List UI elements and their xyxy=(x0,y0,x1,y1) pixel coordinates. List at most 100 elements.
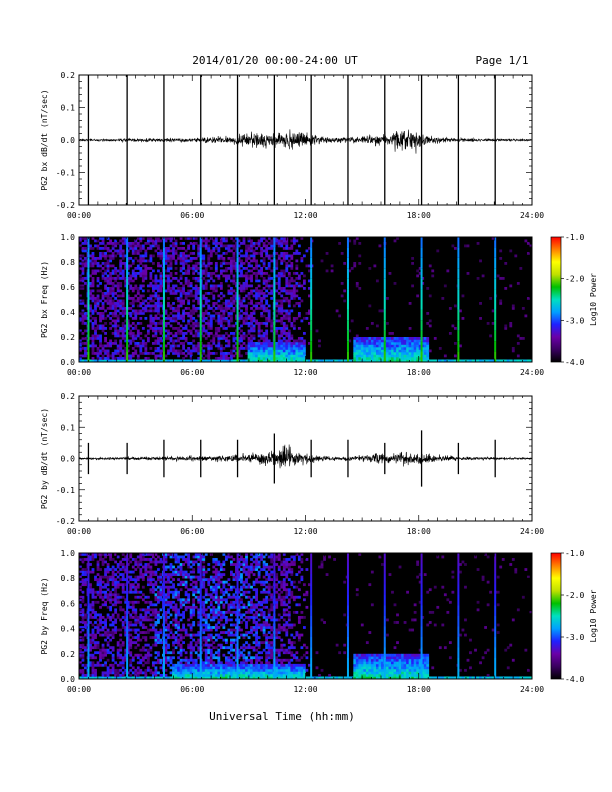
spectrogram-cell xyxy=(212,284,216,288)
spectrogram-cell xyxy=(242,289,246,293)
spectrogram-cell xyxy=(411,262,415,265)
spectrogram-cell xyxy=(124,284,128,288)
spectrogram-cell xyxy=(111,277,115,280)
spectrogram-cell xyxy=(169,676,173,680)
spectrogram-cell xyxy=(111,257,115,260)
spectrogram-cell xyxy=(250,327,253,330)
spectrogram-cell xyxy=(139,267,143,270)
spectrogram-cell xyxy=(252,329,256,333)
spectrogram-cell xyxy=(267,342,271,345)
spectrogram-cell xyxy=(91,646,95,650)
spectrogram-cell xyxy=(81,583,85,587)
spectrogram-cell xyxy=(235,244,238,248)
spectrogram-cell xyxy=(297,277,301,280)
spectrogram-cell xyxy=(280,289,284,293)
spectrogram-cell xyxy=(295,284,299,288)
spectrogram-cell xyxy=(114,277,118,280)
spectrogram-cell xyxy=(245,347,248,350)
spectrogram-cell xyxy=(217,277,221,280)
spectrogram-cell xyxy=(355,357,359,360)
spectrogram-cell xyxy=(257,357,261,360)
spectrogram-cell xyxy=(401,357,404,360)
spectrogram-cell xyxy=(114,357,118,360)
spectrogram-cell xyxy=(245,284,248,288)
spectrogram-cell xyxy=(179,588,183,592)
spectrogram-cell xyxy=(242,262,246,265)
spectrogram-cell xyxy=(252,312,256,315)
spectrogram-cell xyxy=(277,359,281,363)
spectrogram-cell xyxy=(242,334,246,338)
spectrogram-cell xyxy=(297,339,301,343)
spectrogram-cell xyxy=(292,239,296,243)
spectrogram-cell xyxy=(91,666,95,670)
spectrogram-cell xyxy=(418,342,422,345)
spectrogram-cell xyxy=(232,277,236,280)
spectrogram-cell xyxy=(89,676,92,680)
spectrogram-cell xyxy=(189,633,193,637)
spectrogram-cell xyxy=(129,583,133,587)
spectrogram-cell xyxy=(101,329,105,333)
spectrogram-cell xyxy=(129,555,133,559)
spectrogram-cell xyxy=(187,663,191,667)
spectrogram-cell xyxy=(353,239,357,243)
spectrogram-cell xyxy=(365,359,369,363)
spectrogram-cell xyxy=(177,257,180,260)
spectrogram-cell xyxy=(280,319,284,323)
spectrogram-cell xyxy=(104,322,107,325)
spectrogram-cell xyxy=(388,337,392,340)
spectrogram-cell xyxy=(151,626,155,629)
spectrogram-cell xyxy=(164,274,168,278)
spectrogram-cell xyxy=(104,585,107,589)
spectrogram-cell xyxy=(365,339,369,343)
spectrogram-cell xyxy=(237,349,241,353)
spectrogram-cell xyxy=(277,279,281,283)
spectrogram-cell xyxy=(426,352,430,355)
spectrogram-cell xyxy=(202,297,206,300)
spectrogram-cell xyxy=(189,583,193,587)
spectrogram-cell xyxy=(295,359,299,363)
spectrogram-cell xyxy=(277,344,281,348)
spectrogram-cell xyxy=(192,638,196,642)
spectrogram-cell xyxy=(287,314,291,318)
spectrogram-cell xyxy=(290,277,294,280)
spectrogram-cell xyxy=(116,656,120,660)
spectrogram-cell xyxy=(144,600,148,604)
spectrogram-cell xyxy=(101,314,105,318)
spectrogram-cell xyxy=(109,593,113,597)
spectrogram-cell xyxy=(91,661,95,665)
spectrogram-cell xyxy=(401,342,404,345)
spectrogram-cell xyxy=(222,317,226,320)
spectrogram-cell xyxy=(91,277,95,280)
spectrogram-cell xyxy=(187,661,191,665)
spectrogram-cell xyxy=(111,312,115,315)
spectrogram-cell xyxy=(91,342,95,345)
spectrogram-cell xyxy=(172,648,175,652)
spectrogram-cell xyxy=(189,676,193,680)
spectrogram-cell xyxy=(250,249,253,253)
spectrogram-cell xyxy=(297,359,301,363)
spectrogram-cell xyxy=(182,317,185,320)
spectrogram-cell xyxy=(151,352,155,355)
spectrogram-cell xyxy=(423,359,427,363)
spectrogram-cell xyxy=(290,352,294,355)
spectrogram-cell xyxy=(260,357,264,360)
spectrogram-cell xyxy=(101,254,105,258)
spectrogram-cell xyxy=(144,334,148,338)
spectrogram-cell xyxy=(116,613,120,617)
spectrogram-cell xyxy=(257,242,261,245)
spike-streak xyxy=(310,289,313,300)
spectrogram-cell xyxy=(280,332,284,335)
spectrogram-cell xyxy=(111,314,115,318)
spectrogram-cell xyxy=(124,651,128,655)
spectrogram-cell xyxy=(302,287,306,290)
spectrogram-cell xyxy=(154,580,158,584)
spectrogram-cell xyxy=(290,244,294,248)
spectrogram-cell xyxy=(250,329,253,333)
spectrogram-cell xyxy=(192,676,196,680)
spectrogram-cell xyxy=(297,297,301,300)
spectrogram-cell xyxy=(141,247,145,250)
spectrogram-cell xyxy=(106,277,110,280)
spectrogram-cell xyxy=(209,322,213,325)
spectrogram-cell xyxy=(136,322,140,325)
spectrogram-cell xyxy=(84,666,87,670)
